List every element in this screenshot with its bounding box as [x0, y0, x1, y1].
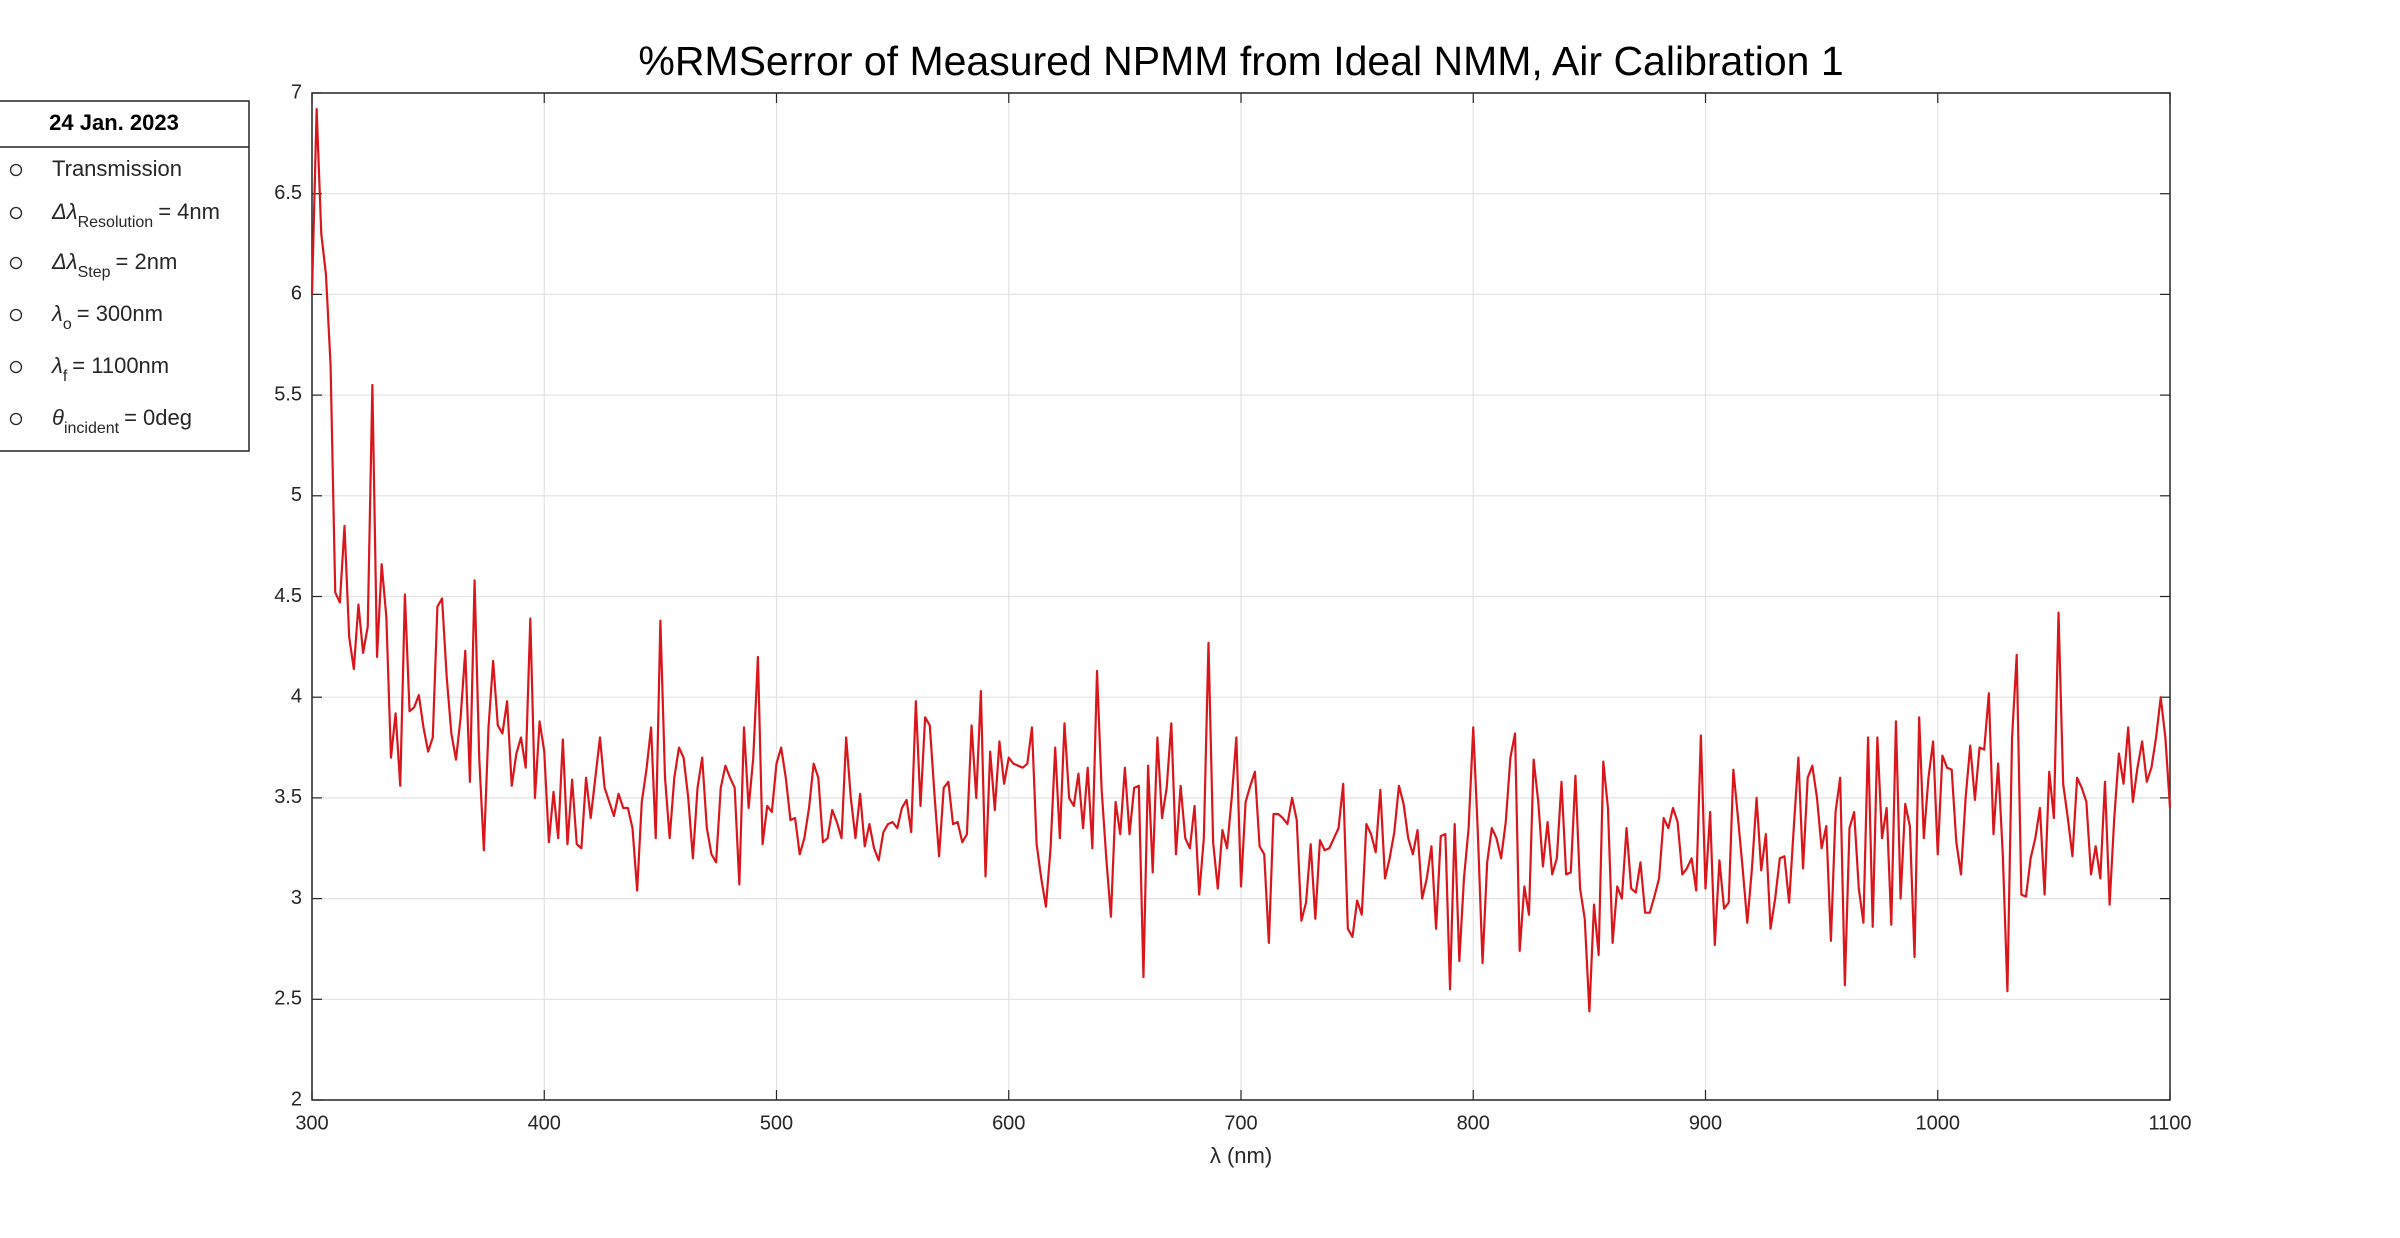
plot-frame — [311, 92, 2171, 1101]
legend-title: 24 Jan. 2023 — [49, 110, 179, 135]
legend-subscript: Step — [78, 264, 111, 281]
y-tick-label: 3 — [291, 887, 302, 909]
y-tick-label: 7 — [291, 81, 302, 103]
legend-symbol: λ — [51, 353, 63, 378]
x-tick-label: 700 — [1224, 1112, 1257, 1134]
x-tick-label: 1000 — [1916, 1112, 1961, 1134]
legend-entry: λf = 1100nm — [51, 353, 169, 385]
y-tick-label: 6 — [291, 283, 302, 305]
legend-frame — [0, 100, 250, 452]
legend-marker — [9, 206, 23, 220]
x-tick-label: 900 — [1689, 1112, 1722, 1134]
legend-marker — [9, 163, 23, 177]
legend-symbol: λ — [51, 301, 63, 326]
legend-text: = 1100nm — [72, 353, 169, 378]
legend-subscript: f — [63, 368, 68, 385]
legend-text: = 4nm — [158, 199, 220, 224]
y-tick-label: 5 — [291, 484, 302, 506]
legend-subscript: Resolution — [78, 214, 154, 231]
legend-subscript: incident — [64, 420, 120, 437]
legend-symbol: Δλ — [51, 199, 78, 224]
x-tick-label: 400 — [528, 1112, 561, 1134]
y-tick-label: 5.5 — [274, 383, 302, 405]
x-tick-label: 300 — [295, 1112, 328, 1134]
legend-marker — [9, 308, 23, 322]
legend-marker — [9, 256, 23, 270]
y-tick-label: 3.5 — [274, 786, 302, 808]
x-tick-label: 800 — [1457, 1112, 1490, 1134]
legend-symbol: Δλ — [51, 249, 78, 274]
legend-marker — [9, 360, 23, 374]
legend-entry: θincident = 0deg — [52, 405, 192, 437]
y-tick-label: 4.5 — [274, 585, 302, 607]
legend-text: = 0deg — [124, 405, 192, 430]
y-tick-label: 2.5 — [274, 988, 302, 1010]
legend-symbol: θ — [52, 405, 64, 430]
chart-title: %RMSerror of Measured NPMM from Ideal NM… — [638, 38, 1843, 84]
legend-entry: λo = 300nm — [51, 301, 163, 333]
data-line — [310, 108, 2172, 1013]
y-tick-label: 6.5 — [274, 182, 302, 204]
legend-entry: ΔλResolution = 4nm — [51, 199, 220, 231]
legend-text: = 300nm — [77, 301, 163, 326]
x-tick-label: 600 — [992, 1112, 1025, 1134]
legend-entry: ΔλStep = 2nm — [51, 249, 177, 281]
y-tick-label: 2 — [291, 1088, 302, 1110]
legend-text: = 2nm — [116, 249, 178, 274]
x-tick-label: 1100 — [2148, 1112, 2191, 1134]
x-axis-label: λ (nm) — [1210, 1143, 1272, 1168]
legend-entry: Transmission — [52, 156, 182, 181]
y-tick-label: 4 — [291, 685, 302, 707]
x-tick-label: 500 — [760, 1112, 793, 1134]
legend-subscript: o — [63, 316, 72, 333]
legend-marker — [9, 412, 23, 426]
